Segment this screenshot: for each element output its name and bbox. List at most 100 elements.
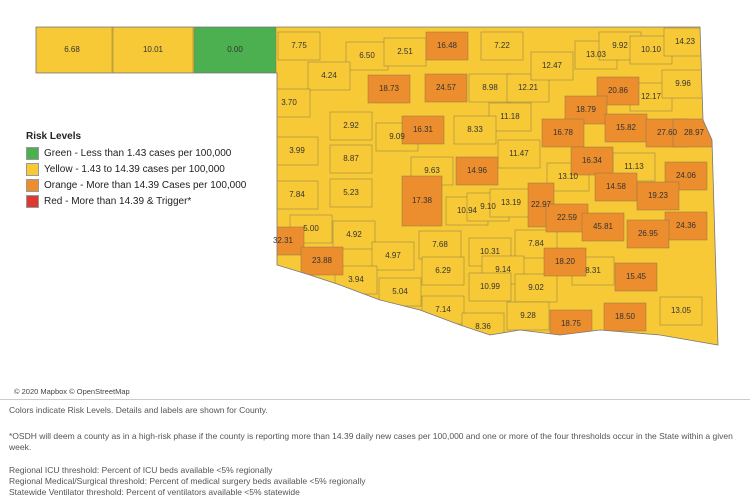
county-label: 18.73 [379,84,400,93]
state-outline [35,26,719,346]
county-label: 16.31 [413,125,434,134]
legend-item: Orange - More than 14.39 Cases per 100,0… [26,177,246,193]
county [401,175,443,227]
legend-label: Yellow - 1.43 to 14.39 cases per 100,000 [44,163,225,175]
county [453,115,497,145]
county [329,111,373,141]
legend-swatch [26,162,39,176]
legend: Risk Levels Green - Less than 1.43 cases… [26,131,246,209]
county-label: 17.38 [412,196,433,205]
legend-label: Orange - More than 14.39 Cases per 100,0… [44,179,247,191]
county-label: 13.19 [501,198,522,207]
county-label: 5.00 [303,224,319,233]
county-label: 0.00 [227,45,243,54]
county-label: 3.70 [281,98,297,107]
legend-swatch [26,146,39,160]
county [514,273,558,303]
county-label: 15.82 [616,123,637,132]
county-label: 9.63 [424,166,440,175]
county-label: 16.48 [437,41,458,50]
legend-swatch [26,194,39,208]
county-label: 23.88 [312,256,333,265]
county [307,61,351,91]
county [418,230,462,260]
county-label: 8.31 [585,266,601,275]
county [604,113,648,143]
county [424,73,468,103]
county-label: 11.47 [509,149,529,158]
county [329,178,373,208]
county-label: 3.99 [289,146,305,155]
county-label: 12.21 [518,83,539,92]
county-label: 6.29 [435,266,451,275]
county [541,118,585,148]
county [594,172,638,202]
county [581,212,625,242]
county-label: 11.13 [624,162,644,171]
county-label: 12.47 [542,61,563,70]
legend-title: Risk Levels [26,131,82,142]
legend-item: Red - More than 14.39 & Trigger* [26,193,246,209]
county-label: 7.68 [432,240,448,249]
county-label: 24.06 [676,171,697,180]
county-label: 27.60 [657,128,678,137]
county-label: 32.31 [273,236,294,245]
note: Statewide Ventilator threshold: Percent … [9,487,300,497]
county-label: 9.09 [389,132,405,141]
county-label: 13.05 [671,306,692,315]
county [401,115,445,145]
county-label: 11.18 [500,112,520,121]
county [425,31,469,61]
county-label: 16.34 [582,156,603,165]
county-label: 15.45 [626,272,647,281]
county [663,27,707,57]
county-label: 10.31 [480,247,501,256]
legend-swatch [26,178,39,192]
county-label: 7.14 [435,305,451,314]
county [480,31,524,61]
county-label: 3.94 [348,275,364,284]
county [636,181,680,211]
county-label: 9.02 [528,283,544,292]
county-label: 28.97 [684,128,705,137]
county-labels: 6.68 10.01 0.00 7.75 6.50 2.51 16.48 7.22 13.03 9… [64,37,704,331]
county-label: 9.14 [495,265,511,274]
county-label: 4.92 [346,230,362,239]
county [659,296,703,326]
county-label: 14.23 [675,37,696,46]
county [570,146,614,176]
county-label: 19.23 [648,191,669,200]
county [468,272,512,302]
note: *OSDH will deem a county as in a high-ri… [9,431,733,452]
county-label: 14.96 [467,166,488,175]
county-label: 10.10 [641,45,662,54]
county [664,211,708,241]
county-label: 6.68 [64,45,80,54]
county [329,144,373,174]
counties [36,27,716,342]
county-label: 12.17 [641,92,662,101]
county-label: 18.20 [555,257,576,266]
county-label: 18.79 [576,105,597,114]
county-label: 9.28 [520,311,536,320]
county [193,27,277,74]
county [455,156,499,186]
county-label: 18.50 [615,312,636,321]
county-label: 9.10 [480,202,496,211]
county-label: 8.36 [475,322,491,331]
county-label: 9.96 [675,79,691,88]
county-label: 24.57 [436,83,457,92]
county [345,41,389,71]
county-label: 20.86 [608,86,629,95]
county-label: 8.33 [467,125,483,134]
county-label: 10.99 [480,282,501,291]
county [421,256,465,286]
county-label: 2.92 [343,121,359,130]
county-label: 45.81 [593,222,614,231]
county [300,246,344,276]
county-label: 9.92 [612,41,628,50]
county [371,241,415,271]
county-label: 13.10 [558,172,579,181]
county [506,301,550,331]
county-label: 26.95 [638,229,659,238]
